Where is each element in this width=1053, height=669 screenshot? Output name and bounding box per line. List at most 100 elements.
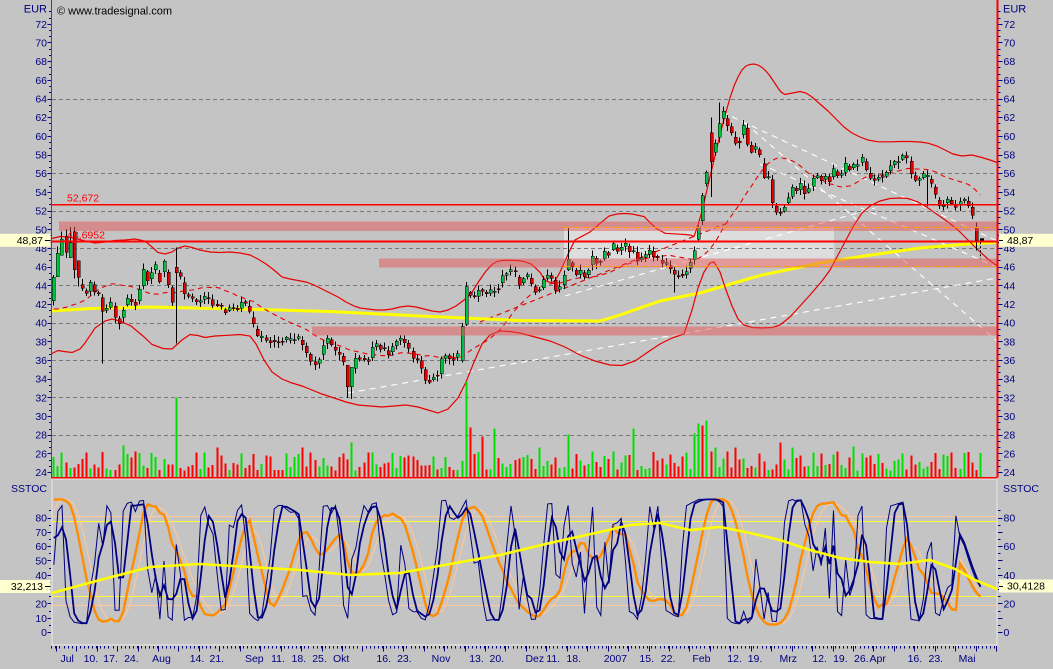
svg-text:62: 62 — [35, 112, 47, 124]
svg-text:54: 54 — [35, 187, 47, 199]
svg-text:24.: 24. — [124, 653, 139, 665]
svg-text:16.: 16. — [908, 653, 923, 665]
svg-text:23.: 23. — [397, 653, 412, 665]
svg-text:70: 70 — [1004, 38, 1016, 50]
svg-text:60: 60 — [35, 541, 47, 553]
svg-text:52: 52 — [35, 206, 47, 218]
svg-text:2007: 2007 — [604, 653, 628, 665]
svg-text:Sep: Sep — [245, 653, 264, 665]
svg-text:38: 38 — [1004, 336, 1016, 348]
svg-text:16.: 16. — [376, 653, 391, 665]
svg-text:Feb: Feb — [692, 653, 710, 665]
svg-text:52,672: 52,672 — [67, 192, 99, 204]
svg-text:58: 58 — [35, 150, 47, 162]
svg-text:SSTOC: SSTOC — [11, 483, 47, 495]
svg-text:60: 60 — [1004, 541, 1016, 553]
svg-text:46: 46 — [1004, 262, 1016, 274]
svg-text:40: 40 — [35, 570, 47, 582]
svg-text:Mrz: Mrz — [780, 653, 798, 665]
svg-text:20.: 20. — [489, 653, 504, 665]
svg-text:12.: 12. — [812, 653, 827, 665]
svg-text:20: 20 — [35, 599, 47, 611]
svg-text:EUR: EUR — [24, 4, 47, 16]
svg-text:56: 56 — [35, 168, 47, 180]
svg-text:26: 26 — [1004, 448, 1016, 460]
svg-text:70: 70 — [35, 527, 47, 539]
svg-text:42: 42 — [1004, 299, 1016, 311]
svg-text:66: 66 — [35, 75, 47, 87]
svg-text:0: 0 — [1004, 627, 1010, 639]
svg-text:54: 54 — [1004, 187, 1016, 199]
svg-text:11.: 11. — [546, 653, 560, 665]
svg-text:34: 34 — [35, 374, 47, 386]
svg-text:40: 40 — [1004, 318, 1016, 330]
svg-text:24: 24 — [1004, 467, 1016, 479]
svg-text:28: 28 — [35, 430, 47, 442]
svg-text:48: 48 — [1004, 243, 1016, 255]
svg-text:62: 62 — [1004, 112, 1016, 124]
svg-text:18.: 18. — [291, 653, 306, 665]
svg-text:72: 72 — [35, 19, 47, 31]
svg-text:36: 36 — [35, 355, 47, 367]
svg-text:38: 38 — [35, 336, 47, 348]
svg-text:17.: 17. — [103, 653, 118, 665]
svg-text:18.: 18. — [566, 653, 581, 665]
svg-text:80: 80 — [35, 513, 47, 525]
svg-text:48: 48 — [35, 243, 47, 255]
svg-text:Mai: Mai — [959, 653, 976, 665]
svg-text:11.: 11. — [271, 653, 285, 665]
svg-text:19.: 19. — [748, 653, 763, 665]
svg-text:24: 24 — [35, 467, 47, 479]
svg-text:32,213: 32,213 — [11, 581, 43, 593]
svg-text:EUR: EUR — [1003, 4, 1026, 16]
svg-text:72: 72 — [1004, 19, 1016, 31]
svg-text:66: 66 — [1004, 75, 1016, 87]
svg-text:0: 0 — [41, 627, 47, 639]
svg-text:© www.tradesignal.com: © www.tradesignal.com — [57, 6, 172, 18]
svg-text:80: 80 — [1004, 513, 1016, 525]
svg-text:48,87: 48,87 — [17, 235, 43, 247]
svg-text:48,87: 48,87 — [1007, 235, 1033, 247]
svg-text:30,4128: 30,4128 — [1007, 581, 1045, 593]
svg-text:64: 64 — [1004, 94, 1016, 106]
svg-text:21.: 21. — [209, 653, 224, 665]
svg-text:10: 10 — [35, 613, 47, 625]
svg-text:13.: 13. — [469, 653, 484, 665]
svg-text:14.: 14. — [190, 653, 205, 665]
svg-text:Jul: Jul — [60, 653, 73, 665]
svg-text:44: 44 — [35, 280, 47, 292]
svg-text:32: 32 — [35, 392, 47, 404]
svg-text:50: 50 — [35, 556, 47, 568]
svg-text:22.: 22. — [661, 653, 676, 665]
svg-text:34: 34 — [1004, 374, 1016, 386]
svg-text:40: 40 — [35, 318, 47, 330]
svg-text:25.: 25. — [312, 653, 327, 665]
svg-text:15.: 15. — [639, 653, 654, 665]
svg-text:58: 58 — [1004, 150, 1016, 162]
svg-text:Dez: Dez — [525, 653, 544, 665]
svg-text:70: 70 — [35, 38, 47, 50]
svg-text:44: 44 — [1004, 280, 1016, 292]
svg-text:46: 46 — [35, 262, 47, 274]
svg-text:52: 52 — [1004, 206, 1016, 218]
svg-text:Apr: Apr — [870, 653, 887, 665]
svg-text:28: 28 — [1004, 430, 1016, 442]
svg-text:30: 30 — [1004, 411, 1016, 423]
svg-text:60: 60 — [35, 131, 47, 143]
svg-text:68: 68 — [35, 56, 47, 68]
svg-text:40: 40 — [1004, 570, 1016, 582]
svg-text:19.: 19. — [833, 653, 848, 665]
svg-text:Okt: Okt — [333, 653, 349, 665]
svg-text:64: 64 — [35, 94, 47, 106]
svg-text:42: 42 — [35, 299, 47, 311]
svg-text:SSTOC: SSTOC — [1003, 483, 1039, 495]
svg-text:26.: 26. — [854, 653, 869, 665]
svg-text:50: 50 — [1004, 224, 1016, 236]
svg-text:30: 30 — [35, 411, 47, 423]
svg-text:68: 68 — [1004, 56, 1016, 68]
svg-text:Aug: Aug — [152, 653, 171, 665]
svg-text:26: 26 — [35, 448, 47, 460]
svg-text:56: 56 — [1004, 168, 1016, 180]
svg-text:48,6952: 48,6952 — [67, 229, 105, 241]
svg-text:12.: 12. — [727, 653, 742, 665]
